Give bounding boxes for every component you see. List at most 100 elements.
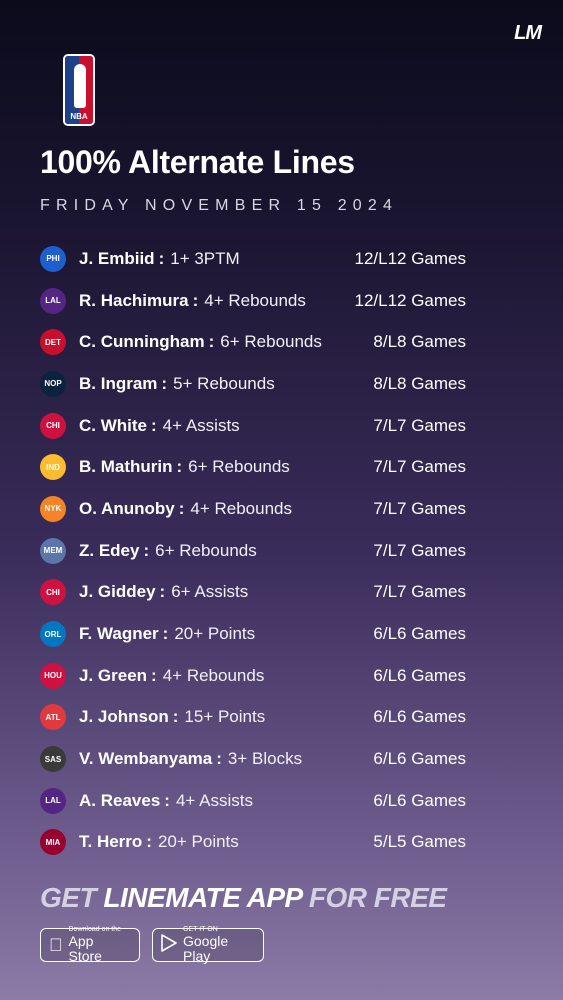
list-item[interactable]: ORL F. Wagner: 20+ Points 6/L6 Games: [40, 613, 470, 655]
list-item[interactable]: IND B. Mathurin: 6+ Rebounds 7/L7 Games: [40, 446, 470, 488]
hit-rate: 5/L5 Games: [373, 832, 466, 852]
player-name: T. Herro: [79, 832, 143, 852]
separator: :: [208, 332, 215, 352]
team-logo-icon: CHI: [40, 412, 66, 439]
player-name: J. Johnson: [79, 707, 169, 727]
player-name: F. Wagner: [79, 624, 159, 644]
app-store-small-text: Download on the: [55, 926, 122, 941]
hit-rate: 7/L7 Games: [373, 582, 466, 602]
hit-rate: 7/L7 Games: [373, 457, 466, 477]
separator: :: [192, 290, 199, 310]
player-name: B. Mathurin: [79, 457, 173, 477]
separator: :: [216, 749, 222, 769]
separator: :: [162, 624, 169, 644]
apple-icon: : [49, 935, 63, 956]
google-play-small-text: GET IT ON: [183, 926, 218, 933]
list-item[interactable]: LAL R. Hachimura: 4+ Rebounds 12/L12 Gam…: [40, 280, 470, 322]
team-logo-icon: LAL: [40, 287, 66, 314]
player-name: J. Giddey: [79, 582, 156, 602]
player-name: B. Ingram: [79, 373, 158, 393]
separator: :: [146, 832, 152, 852]
prop-line: 4+ Assists: [162, 415, 240, 435]
prop-line: 20+ Points: [157, 832, 239, 852]
list-item[interactable]: DET C. Cunningham: 6+ Rebounds 8/L8 Game…: [40, 321, 470, 363]
page-date: FRIDAY NOVEMBER 15 2024: [40, 197, 399, 214]
hit-rate: 6/L6 Games: [373, 665, 466, 685]
hit-rate: 6/L6 Games: [373, 790, 466, 810]
prop-line: 6+ Rebounds: [220, 332, 322, 352]
prop-line: 1+ 3PTM: [170, 248, 240, 268]
list-item[interactable]: SAS V. Wembanyama: 3+ Blocks 6/L6 Games: [40, 738, 470, 780]
prop-line: 4+ Rebounds: [162, 665, 265, 685]
hit-rate: 6/L6 Games: [373, 749, 466, 769]
player-name: C. Cunningham: [79, 332, 205, 352]
cta-text-free: FOR FREE: [308, 882, 447, 913]
prop-line: 6+ Rebounds: [155, 540, 257, 560]
list-item[interactable]: ATL J. Johnson: 15+ Points 6/L6 Games: [40, 697, 470, 739]
list-item[interactable]: PHI J. Embiid: 1+ 3PTM 12/L12 Games: [40, 238, 470, 280]
team-logo-icon: PHI: [40, 245, 66, 272]
prop-line: 3+ Blocks: [227, 749, 303, 769]
team-logo-icon: NYK: [40, 495, 66, 522]
team-logo-icon: IND: [40, 454, 66, 481]
list-item[interactable]: MEM Z. Edey: 6+ Rebounds 7/L7 Games: [40, 530, 470, 572]
separator: :: [143, 540, 150, 560]
hit-rate: 8/L8 Games: [373, 373, 466, 393]
hit-rate: 12/L12 Games: [354, 248, 466, 268]
hit-rate: 8/L8 Games: [373, 332, 466, 352]
player-name: V. Wembanyama: [79, 749, 213, 769]
player-name: R. Hachimura: [79, 290, 189, 310]
app-store-button[interactable]:  Download on the App Store: [40, 926, 140, 964]
separator: :: [161, 373, 168, 393]
hit-rate: 6/L6 Games: [373, 707, 466, 727]
player-name: Z. Edey: [79, 540, 140, 560]
linemate-logo: LM: [514, 22, 542, 44]
cta-banner: GET LINEMATE APP FOR FREE: [40, 882, 447, 914]
prop-line: 6+ Rebounds: [188, 457, 290, 477]
list-item[interactable]: CHI J. Giddey: 6+ Assists 7/L7 Games: [40, 572, 470, 614]
player-name: J. Green: [79, 665, 148, 685]
separator: :: [176, 457, 183, 477]
nba-logo-icon: NBA: [63, 54, 95, 126]
separator: :: [151, 415, 157, 435]
list-item[interactable]: HOU J. Green: 4+ Rebounds 6/L6 Games: [40, 655, 470, 697]
prop-line: 20+ Points: [174, 624, 256, 644]
list-item[interactable]: MIA T. Herro: 20+ Points 5/L5 Games: [40, 822, 470, 864]
page-title: 100% Alternate Lines: [40, 144, 355, 180]
hit-rate: 6/L6 Games: [373, 624, 466, 644]
team-logo-icon: LAL: [40, 787, 66, 814]
team-logo-icon: MIA: [40, 829, 66, 856]
prop-line: 5+ Rebounds: [173, 373, 275, 393]
prop-line: 15+ Points: [184, 707, 266, 727]
google-play-button[interactable]: GET IT ON Google Play: [152, 926, 264, 964]
cta-text-app: LINEMATE APP: [103, 882, 309, 913]
player-name: O. Anunoby: [79, 498, 175, 518]
prop-line: 4+ Assists: [175, 790, 253, 810]
list-item[interactable]: CHI C. White: 4+ Assists 7/L7 Games: [40, 405, 470, 447]
team-logo-icon: ATL: [40, 704, 66, 731]
player-name: A. Reaves: [79, 790, 161, 810]
hit-rate: 7/L7 Games: [373, 415, 466, 435]
separator: :: [164, 790, 170, 810]
team-logo-icon: CHI: [40, 579, 66, 606]
list-item[interactable]: LAL A. Reaves: 4+ Assists 6/L6 Games: [40, 780, 470, 822]
team-logo-icon: MEM: [40, 537, 66, 564]
team-logo-icon: SAS: [40, 746, 66, 773]
separator: :: [151, 665, 157, 685]
player-name: J. Embiid: [79, 248, 155, 268]
separator: :: [172, 707, 179, 727]
list-item[interactable]: NOP B. Ingram: 5+ Rebounds 8/L8 Games: [40, 363, 470, 405]
separator: :: [178, 498, 185, 518]
google-play-label: Google Play: [183, 933, 229, 964]
cta-text-get: GET: [40, 882, 104, 913]
props-list: PHI J. Embiid: 1+ 3PTM 12/L12 Games LAL …: [40, 238, 470, 863]
team-logo-icon: ORL: [40, 621, 66, 648]
list-item[interactable]: NYK O. Anunoby: 4+ Rebounds 7/L7 Games: [40, 488, 470, 530]
play-icon: [161, 933, 177, 957]
team-logo-icon: NOP: [40, 370, 66, 397]
prop-line: 4+ Rebounds: [190, 498, 292, 518]
team-logo-icon: HOU: [40, 662, 66, 689]
separator: :: [158, 248, 165, 268]
hit-rate: 7/L7 Games: [373, 540, 466, 560]
player-name: C. White: [79, 415, 147, 435]
